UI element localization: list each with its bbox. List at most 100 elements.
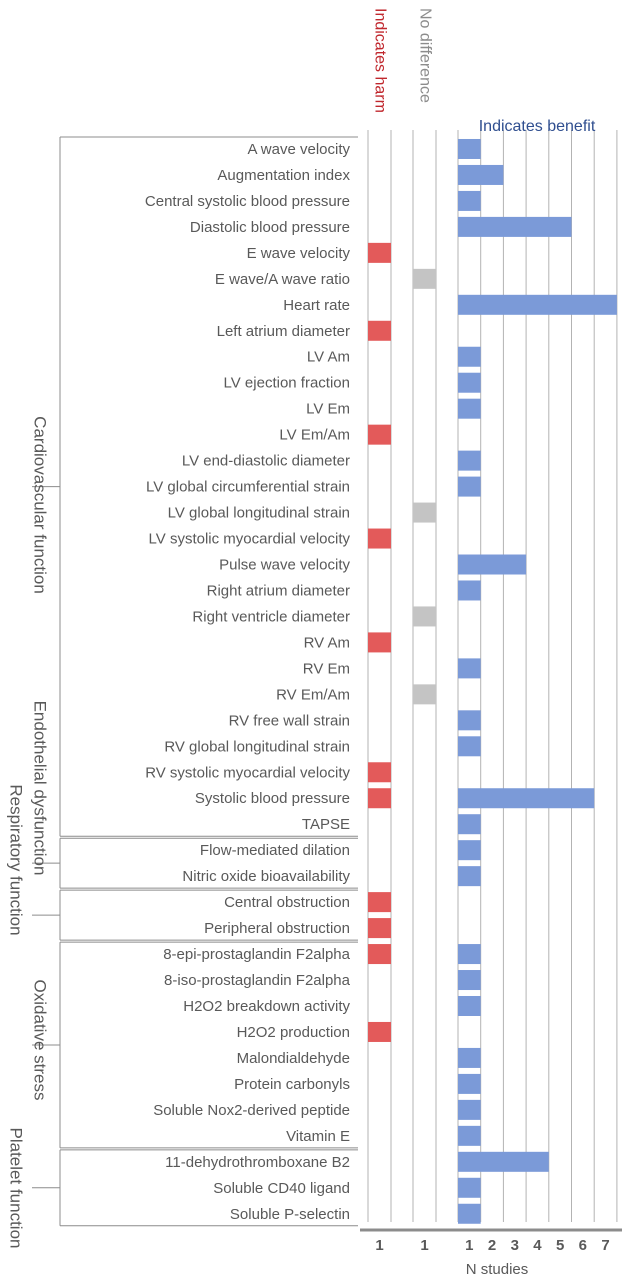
- bar-no-difference: [413, 684, 436, 705]
- group-labels: Cardiovascular function Endothelial dysfu…: [7, 416, 50, 1248]
- group-label: Respiratory function: [7, 784, 26, 935]
- bar-benefit: [458, 216, 572, 237]
- column-headers: Indicates harm No difference Indicates ben…: [372, 8, 596, 135]
- bar-benefit: [458, 1151, 549, 1172]
- bar-benefit: [458, 1099, 481, 1120]
- outcome-label: Diastolic blood pressure: [190, 219, 350, 236]
- header-no-difference: No difference: [417, 8, 434, 103]
- outcome-label: Vitamin E: [286, 1128, 350, 1145]
- outcome-label: RV Em: [303, 660, 350, 677]
- bar-harm: [368, 242, 391, 263]
- outcome-label: Systolic blood pressure: [195, 790, 350, 807]
- bar-harm: [368, 762, 391, 783]
- tick-label-benefit: 4: [533, 1237, 542, 1254]
- bar-benefit: [458, 866, 481, 887]
- bar-benefit: [458, 476, 481, 497]
- outcome-label: LV ejection fraction: [224, 375, 350, 392]
- outcome-label: TAPSE: [302, 816, 350, 833]
- outcome-labels: A wave velocity Augmentation index Central…: [145, 141, 351, 1223]
- bar-benefit: [458, 580, 481, 601]
- bar-benefit: [458, 1177, 481, 1198]
- bar-harm: [368, 1021, 391, 1042]
- bar-benefit: [458, 710, 481, 731]
- bar-no-difference: [413, 606, 436, 627]
- outcome-label: RV Em/Am: [276, 686, 350, 703]
- tick-label-benefit: 6: [579, 1237, 587, 1254]
- bar-benefit: [458, 1073, 481, 1094]
- outcome-label: RV free wall strain: [229, 712, 350, 729]
- group-brackets: [32, 136, 358, 1227]
- bar-benefit: [458, 450, 481, 471]
- bar-benefit: [458, 1125, 481, 1146]
- bar-benefit: [458, 840, 481, 861]
- bar-benefit: [458, 554, 527, 575]
- outcome-label: Heart rate: [283, 297, 350, 314]
- outcome-label: LV systolic myocardial velocity: [149, 531, 351, 548]
- bar-benefit: [458, 970, 481, 991]
- group-label: Endothelial dysfunction: [31, 701, 50, 876]
- tick-label-benefit: 7: [601, 1237, 609, 1254]
- outcome-label: Flow-mediated dilation: [200, 842, 350, 859]
- bar-benefit: [458, 372, 481, 393]
- bar-harm: [368, 320, 391, 341]
- bars: [368, 138, 617, 1224]
- outcome-label: Left atrium diameter: [217, 323, 350, 340]
- header-benefit: Indicates benefit: [479, 118, 596, 135]
- outcome-label: Protein carbonyls: [234, 1076, 350, 1093]
- outcome-label: LV global longitudinal strain: [168, 505, 350, 522]
- outcome-label: RV Am: [304, 634, 350, 651]
- outcome-label: E wave velocity: [247, 245, 351, 262]
- bar-benefit: [458, 190, 481, 211]
- bar-harm: [368, 918, 391, 939]
- bar-benefit: [458, 995, 481, 1016]
- bar-harm: [368, 944, 391, 965]
- outcome-label: Central obstruction: [224, 894, 350, 911]
- outcome-label: LV end-diastolic diameter: [182, 453, 350, 470]
- outcome-label: Peripheral obstruction: [204, 920, 350, 937]
- tick-label-benefit: 2: [488, 1237, 496, 1254]
- outcome-label: RV systolic myocardial velocity: [145, 764, 350, 781]
- bar-benefit: [458, 814, 481, 835]
- header-harm: Indicates harm: [372, 8, 389, 113]
- outcome-label: Soluble P-selectin: [230, 1206, 350, 1223]
- bar-benefit: [458, 736, 481, 757]
- outcome-label: A wave velocity: [247, 141, 350, 158]
- grid: [367, 130, 618, 1222]
- outcome-label: H2O2 breakdown activity: [183, 998, 350, 1015]
- tick-label-benefit: 5: [556, 1237, 564, 1254]
- outcome-label: Pulse wave velocity: [219, 557, 350, 574]
- bar-harm: [368, 892, 391, 913]
- bar-benefit: [458, 294, 617, 315]
- tick-label-benefit: 3: [511, 1237, 519, 1254]
- bar-benefit: [458, 658, 481, 679]
- outcome-label: Malondialdehyde: [237, 1050, 350, 1067]
- outcome-label: LV Em: [306, 401, 350, 418]
- outcome-label: LV Am: [307, 349, 350, 366]
- outcome-label: Right ventricle diameter: [192, 608, 350, 625]
- outcome-label: LV Em/Am: [279, 427, 350, 444]
- outcome-label: H2O2 production: [237, 1024, 350, 1041]
- bar-benefit: [458, 164, 504, 185]
- bar-benefit: [458, 398, 481, 419]
- tick-label-no-difference: 1: [420, 1237, 428, 1254]
- bar-harm: [368, 424, 391, 445]
- bar-no-difference: [413, 502, 436, 523]
- outcome-label: 8-iso-prostaglandin F2alpha: [164, 972, 351, 989]
- outcome-label: E wave/A wave ratio: [215, 271, 350, 288]
- bar-harm: [368, 632, 391, 653]
- outcome-label: 11-dehydrothromboxane B2: [165, 1154, 350, 1171]
- outcome-label: Nitric oxide bioavailability: [182, 868, 350, 885]
- bar-harm: [368, 528, 391, 549]
- outcome-label: LV global circumferential strain: [146, 479, 350, 496]
- outcome-label: RV global longitudinal strain: [164, 738, 350, 755]
- tick-label-benefit: 1: [465, 1237, 473, 1254]
- outcome-label: Soluble CD40 ligand: [213, 1180, 350, 1197]
- outcome-label: Soluble Nox2-derived peptide: [153, 1102, 350, 1119]
- bar-harm: [368, 788, 391, 809]
- bar-benefit: [458, 944, 481, 965]
- group-label: Platelet function: [7, 1128, 26, 1249]
- outcome-label: 8-epi-prostaglandin F2alpha: [163, 946, 350, 963]
- bar-benefit: [458, 346, 481, 367]
- outcome-label: Right atrium diameter: [207, 582, 350, 599]
- bar-benefit: [458, 1203, 481, 1224]
